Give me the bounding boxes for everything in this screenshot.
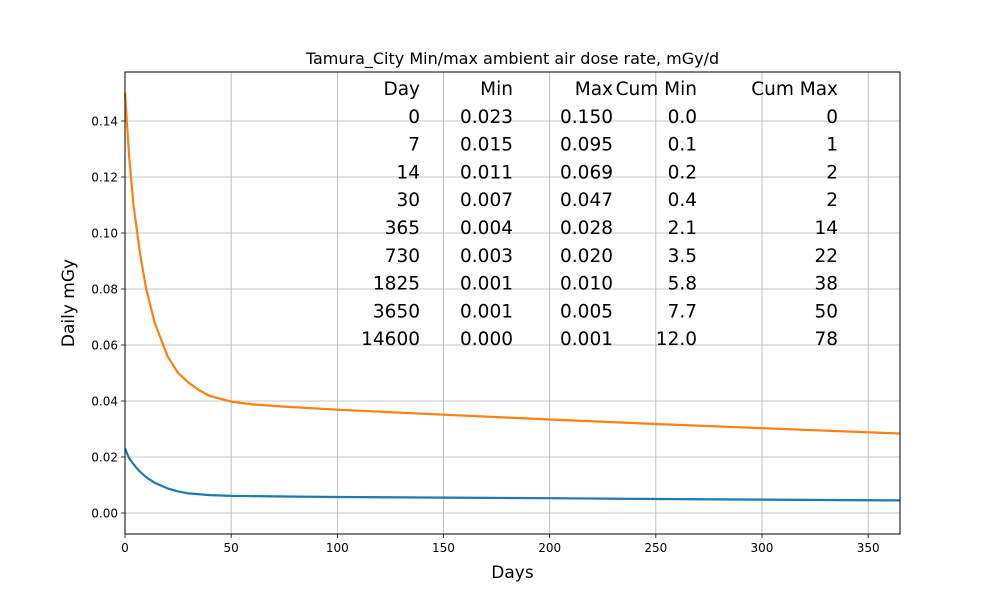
table-cell: 0.150 (560, 107, 613, 128)
table-header: Cum Min (616, 79, 697, 100)
table-cell: 14 (814, 218, 838, 239)
y-axis-label: Daily mGy (59, 259, 79, 347)
y-tick-label: 0.04 (91, 395, 118, 409)
chart-title: Tamura_City Min/max ambient air dose rat… (305, 49, 719, 69)
x-tick-label: 200 (538, 541, 561, 555)
table-cell: 0.069 (560, 162, 613, 183)
y-axis: 0.00 0.02 0.04 0.06 0.08 0.10 0.12 0.14 (91, 115, 125, 521)
table-header: Day (383, 79, 420, 100)
table-cell: 7.7 (668, 301, 697, 322)
table-cell: 1 (826, 135, 838, 156)
y-tick-label: 0.08 (91, 283, 118, 297)
table-cell: 38 (814, 274, 838, 295)
table-header: Max (575, 79, 613, 100)
table-cell: 0.003 (460, 246, 513, 267)
table-cell: 0.020 (560, 246, 613, 267)
table-cell: 2 (826, 190, 838, 211)
table-cell: 0.011 (460, 162, 513, 183)
table-cell: 0.4 (668, 190, 697, 211)
table-cell: 12.0 (656, 329, 697, 350)
table-cell: 0 (826, 107, 838, 128)
x-tick-label: 250 (644, 541, 667, 555)
table-cell: 30 (396, 190, 420, 211)
series-line-2 (123, 92, 901, 435)
table-cell: 14 (396, 162, 420, 183)
table-cell: 0.004 (460, 218, 513, 239)
table-header: Cum Max (751, 79, 838, 100)
x-tick-label: 0 (121, 541, 129, 555)
x-axis-label: Days (491, 563, 534, 583)
table-cell: 0.001 (460, 301, 513, 322)
plot-frame (124, 71, 901, 535)
table-cell: 3650 (373, 301, 420, 322)
table-cell: 2 (826, 162, 838, 183)
table-cell: 730 (385, 246, 420, 267)
table-cell: 22 (814, 246, 838, 267)
table-cell: 0.047 (560, 190, 613, 211)
table-cell: 0.028 (560, 218, 613, 239)
series-group (123, 92, 901, 502)
table-cell: 0.000 (460, 329, 513, 350)
series-line-1 (123, 448, 901, 502)
y-tick-label: 0.00 (91, 507, 118, 521)
table-cell: 5.8 (668, 274, 697, 295)
table-cell: 0.001 (560, 329, 613, 350)
y-tick-label: 0.14 (91, 115, 118, 129)
table-cell: 0.007 (460, 190, 513, 211)
table-cell: 1825 (373, 274, 420, 295)
table-cell: 78 (814, 329, 838, 350)
x-tick-label: 300 (751, 541, 774, 555)
table-cell: 50 (814, 301, 838, 322)
table-cell: 0.2 (668, 162, 697, 183)
table-cell: 0 (408, 107, 420, 128)
y-tick-label: 0.10 (91, 227, 118, 241)
table-cell: 14600 (361, 329, 420, 350)
table-cell: 0.005 (560, 301, 613, 322)
table-cell: 0.023 (460, 107, 513, 128)
table-cell: 0.0 (668, 107, 697, 128)
table-cell: 365 (385, 218, 420, 239)
y-tick-label: 0.02 (91, 451, 118, 465)
x-tick-label: 50 (224, 541, 239, 555)
table-cell: 7 (408, 135, 420, 156)
table-cell: 0.015 (460, 135, 513, 156)
x-tick-label: 100 (326, 541, 349, 555)
table-header: Min (480, 79, 513, 100)
x-tick-label: 150 (432, 541, 455, 555)
y-tick-label: 0.12 (91, 171, 118, 185)
x-tick-label: 350 (857, 541, 880, 555)
y-tick-label: 0.06 (91, 339, 118, 353)
grid (124, 72, 900, 534)
table-cell: 0.001 (460, 274, 513, 295)
table-cell: 0.095 (560, 135, 613, 156)
table-cell: 3.5 (668, 246, 697, 267)
table-cell: 0.010 (560, 274, 613, 295)
table-cell: 2.1 (668, 218, 697, 239)
x-axis: 0 50 100 150 200 250 300 350 (121, 534, 880, 555)
table-cell: 0.1 (668, 135, 697, 156)
